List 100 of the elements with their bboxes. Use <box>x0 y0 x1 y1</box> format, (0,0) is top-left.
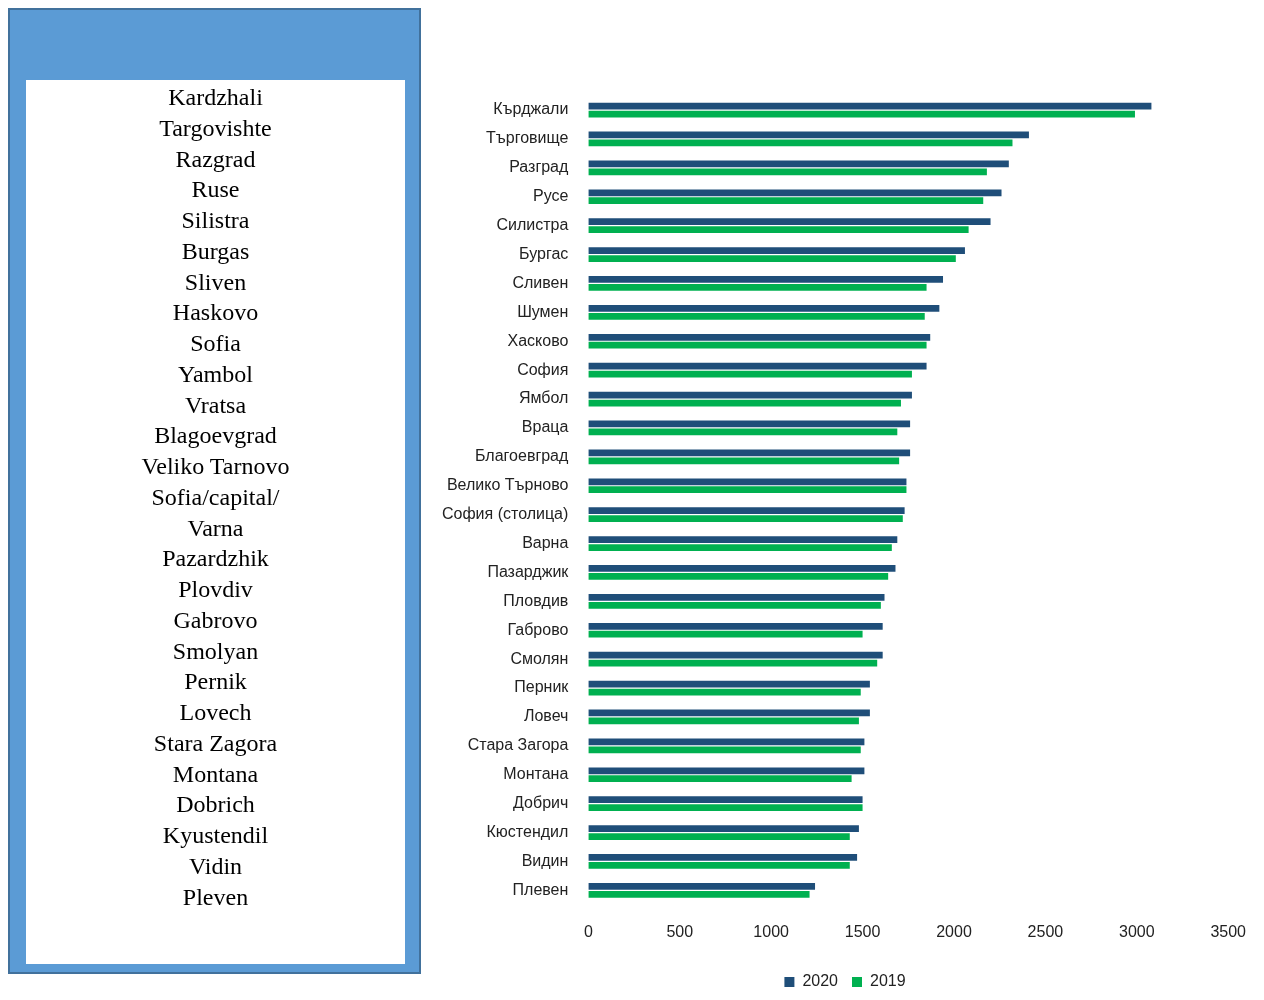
bar <box>588 486 907 494</box>
bar <box>588 507 905 515</box>
text: Veliko Tarnovo <box>140 452 291 481</box>
x-tick-label: 1500 <box>844 922 881 940</box>
y-tick-label: Русе <box>532 187 569 205</box>
x-tick-label: 500 <box>666 922 694 940</box>
text: Silistra <box>180 206 251 235</box>
bar <box>588 738 865 746</box>
bar <box>588 284 927 291</box>
bar <box>588 746 861 754</box>
y-tick-label: Кърджали <box>493 100 569 118</box>
bar <box>588 796 863 804</box>
y-tick-label: Разград <box>509 158 570 176</box>
y-tick-label: Стара Загора <box>467 736 569 754</box>
text: Sofia/capital/ <box>150 482 281 512</box>
y-tick-label: Пловдив <box>503 591 569 609</box>
bar <box>588 565 896 572</box>
y-tick-label: София (столица) <box>441 505 569 523</box>
bar <box>588 362 927 370</box>
x-tick-label: 3500 <box>1210 922 1247 940</box>
bar <box>588 622 883 630</box>
text: Targovishte <box>158 113 273 143</box>
text: Gabrovo <box>172 605 259 635</box>
bar <box>588 544 892 551</box>
bar <box>588 883 816 890</box>
y-tick-label: Ловеч <box>523 707 569 725</box>
y-tick-label: Ямбол <box>518 389 569 407</box>
x-tick-label: 2500 <box>1027 922 1064 940</box>
y-tick-label: Варна <box>522 533 569 551</box>
text: Pernik <box>183 667 248 697</box>
text: Haskovo <box>171 298 260 328</box>
text: Pazardzhik <box>161 544 270 574</box>
bar <box>588 515 903 522</box>
x-tick-label: 0 <box>583 922 593 940</box>
text: Burgas <box>180 236 251 266</box>
text: Kardzhali <box>167 83 264 112</box>
bar <box>588 478 907 486</box>
text: Smolyan <box>171 636 260 666</box>
y-tick-label: Кюстендил <box>486 822 569 840</box>
bar <box>588 601 881 609</box>
text: Kyustendil <box>161 821 270 850</box>
bar <box>588 197 984 205</box>
text: Sliven <box>183 267 248 297</box>
text: Dobrich <box>175 790 256 820</box>
text: Ruse <box>190 175 241 205</box>
y-tick-label: София <box>517 360 569 378</box>
bar <box>588 168 987 176</box>
bar <box>588 767 865 775</box>
bar <box>588 247 965 254</box>
bar <box>588 573 889 580</box>
y-tick-label: Добрич <box>513 794 569 812</box>
y-tick-label: Видин <box>521 851 569 869</box>
bar <box>588 255 956 262</box>
bar <box>588 630 863 638</box>
bar <box>588 333 931 341</box>
bar <box>588 189 1002 197</box>
bar <box>588 457 900 465</box>
legend-label: 2020 <box>802 972 839 990</box>
bar <box>588 651 883 659</box>
bar <box>588 312 925 320</box>
y-tick-label: Шумен <box>517 302 569 320</box>
y-tick-label: Сливен <box>512 273 569 291</box>
bar <box>588 775 852 783</box>
y-tick-label: Велико Търново <box>446 476 569 494</box>
y-tick-label: Перник <box>514 678 570 696</box>
y-tick-label: Враца <box>521 418 569 436</box>
bar <box>588 833 850 840</box>
y-tick-label: Благоевград <box>475 447 570 465</box>
bar <box>588 804 863 811</box>
legend-label: 2019 <box>870 972 906 990</box>
y-tick-label: Смолян <box>510 649 569 667</box>
bar <box>588 449 911 457</box>
bar <box>588 341 927 349</box>
text: Plovdiv <box>177 575 254 604</box>
y-tick-label: Бургас <box>519 244 569 262</box>
y-tick-label: Търговище <box>485 129 569 147</box>
text: Vidin <box>187 851 244 881</box>
x-tick-label: 1000 <box>753 922 790 940</box>
x-tick-label: 2000 <box>936 922 972 940</box>
text: Blagoevgrad <box>153 421 278 451</box>
text: Vratsa <box>183 390 248 420</box>
text: Yambol <box>177 359 254 389</box>
x-tick-label: 3000 <box>1119 922 1155 940</box>
y-tick-label: Хасково <box>507 331 569 349</box>
text: Montana <box>171 759 260 789</box>
text: Lovech <box>178 698 253 727</box>
y-tick-label: Силистра <box>496 216 569 234</box>
bar <box>588 594 885 601</box>
text: Varna <box>186 513 245 543</box>
y-tick-label: Плевен <box>512 880 569 898</box>
y-tick-label: Монтана <box>503 765 569 783</box>
text: Stara Zagora <box>152 728 279 758</box>
text: Sofia <box>189 329 242 358</box>
bar <box>588 854 858 861</box>
bar <box>588 160 1009 168</box>
bar <box>588 218 991 226</box>
bar <box>588 862 850 869</box>
bar <box>588 659 878 667</box>
text: Razgrad <box>174 144 257 174</box>
bar <box>588 890 810 898</box>
